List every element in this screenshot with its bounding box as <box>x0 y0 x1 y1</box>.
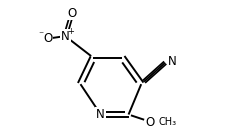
Text: N: N <box>167 55 176 68</box>
Text: O: O <box>145 116 154 129</box>
Text: O: O <box>43 32 52 45</box>
Text: N: N <box>96 108 105 121</box>
Text: +: + <box>67 26 74 36</box>
Text: O: O <box>67 7 76 20</box>
Text: ⁻: ⁻ <box>39 30 44 40</box>
Text: N: N <box>61 30 69 43</box>
Text: CH₃: CH₃ <box>158 117 176 127</box>
